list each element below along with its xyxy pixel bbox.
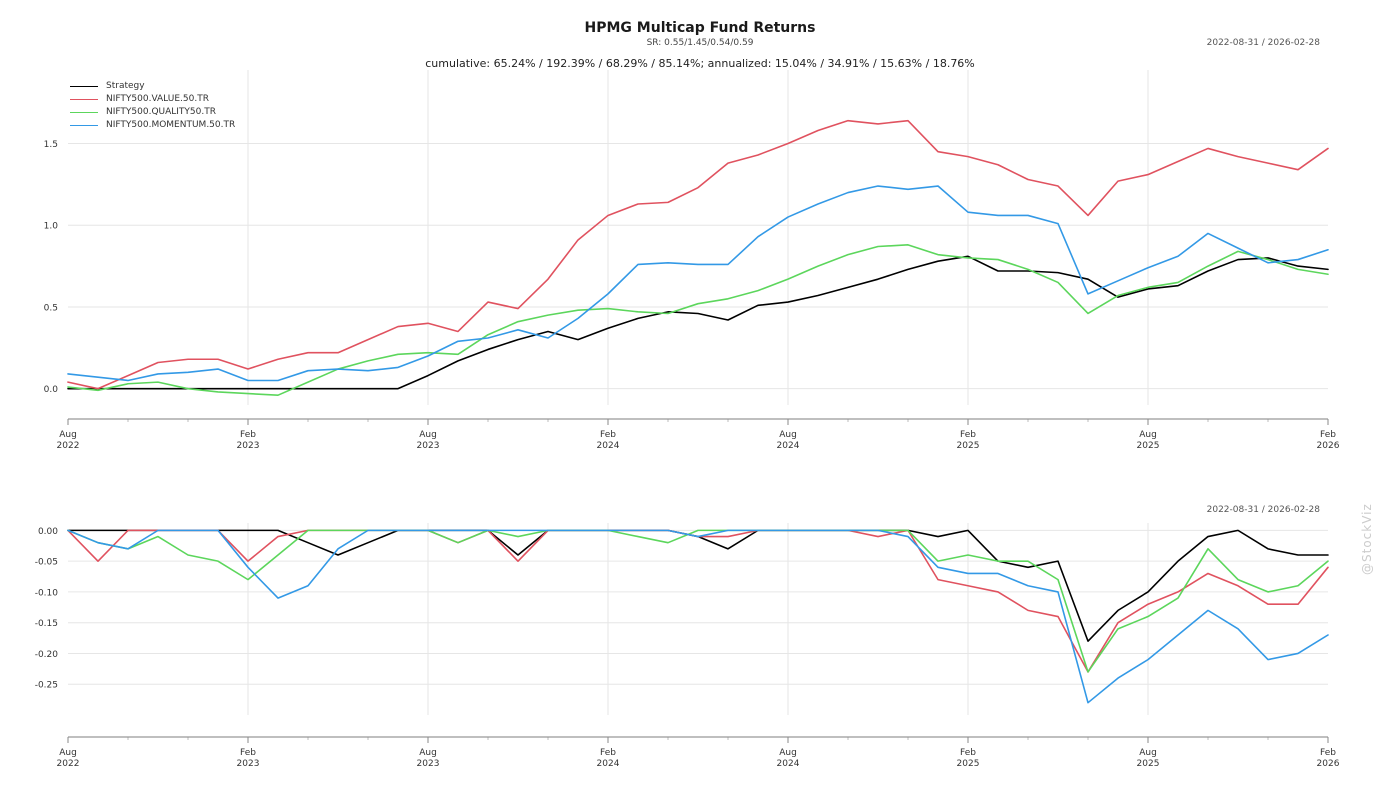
legend-item-label: NIFTY500.VALUE.50.TR — [106, 94, 209, 104]
x-axis-tick-label-year: 2024 — [597, 441, 620, 451]
y-axis-tick-label: -0.25 — [35, 681, 58, 691]
legend-item-label: Strategy — [106, 81, 145, 91]
legend-color-swatch-icon — [70, 125, 98, 126]
legend-item[interactable]: NIFTY500.MOMENTUM.50.TR — [70, 119, 235, 132]
drawdowns-chart: 0.00 -0.05 -0.10 -0.15 -0.20 -0.25 Aug 2022 Feb 2… — [0, 505, 1400, 790]
legend-item[interactable]: NIFTY500.VALUE.50.TR — [70, 93, 235, 106]
cumulative-returns-svg: 0.00.51.01.5Aug2022Feb2023Aug2023Feb2024… — [44, 70, 1340, 451]
series-line-nifty500-value-50-tr — [67, 529, 1329, 673]
legend-color-swatch-icon — [70, 99, 98, 100]
x-axis-tick-label-month: Feb — [240, 748, 256, 758]
x-axis-tick-label-year: 2022 — [57, 441, 80, 451]
series-line-nifty500-momentum-50-tr — [67, 529, 1329, 704]
x-axis-tick-label-month: Aug — [59, 430, 77, 440]
x-axis-tick-label-year: 2025 — [957, 759, 980, 769]
legend-item-label: NIFTY500.QUALITY50.TR — [106, 107, 216, 117]
x-axis-tick-label-year: 2023 — [417, 759, 440, 769]
x-axis-tick-label-year: 2025 — [957, 441, 980, 451]
x-axis-tick-label-month: Feb — [600, 430, 616, 440]
chart-legend: Strategy NIFTY500.VALUE.50.TR NIFTY500.QUA… — [70, 80, 235, 132]
y-axis-tick-label: 0.00 — [38, 527, 58, 537]
series-line-strategy — [67, 255, 1329, 390]
x-axis-tick-label-month: Aug — [779, 430, 797, 440]
date-range-bottom: 2022-08-31 / 2026-02-28 — [1206, 505, 1320, 515]
y-axis-tick-label: -0.05 — [35, 558, 58, 568]
y-axis-tick-label: -0.20 — [35, 650, 59, 660]
y-axis-tick-label: 1.0 — [44, 222, 59, 232]
x-axis-tick-label-year: 2022 — [57, 759, 80, 769]
y-axis-tick-label: -0.10 — [35, 588, 59, 598]
x-axis-tick-label-month: Feb — [1320, 748, 1336, 758]
x-axis-tick-label-year: 2024 — [597, 759, 620, 769]
x-axis-tick-label-month: Feb — [240, 430, 256, 440]
series-line-nifty500-value-50-tr — [67, 119, 1329, 390]
x-axis-tick-label-year: 2025 — [1137, 759, 1160, 769]
x-axis-tick-label-year: 2024 — [777, 759, 800, 769]
y-axis-tick-label: -0.15 — [35, 619, 58, 629]
series-line-nifty500-quality50-tr — [67, 244, 1329, 396]
series-line-nifty500-quality50-tr — [67, 529, 1329, 673]
x-axis-tick-label-year: 2024 — [777, 441, 800, 451]
series-line-strategy — [67, 529, 1329, 642]
x-axis-tick-label-month: Feb — [960, 748, 976, 758]
x-axis-tick-label-year: 2023 — [237, 441, 260, 451]
x-axis-tick-label-year: 2023 — [417, 441, 440, 451]
legend-color-swatch-icon — [70, 112, 98, 113]
legend-item[interactable]: NIFTY500.QUALITY50.TR — [70, 106, 235, 119]
x-axis-tick-label-year: 2023 — [237, 759, 260, 769]
cumulative-returns-chart: 0.0 0.5 1.0 1.5 Aug 2022 Feb 2023 Aug 2023 Feb 2024… — [0, 65, 1400, 465]
x-axis-tick-label-month: Aug — [1139, 748, 1157, 758]
y-axis-tick-label: 0.0 — [44, 385, 59, 395]
x-axis-tick-label-month: Feb — [600, 748, 616, 758]
y-axis-tick-label: 1.5 — [44, 140, 58, 150]
legend-color-swatch-icon — [70, 86, 98, 87]
series-line-nifty500-momentum-50-tr — [67, 185, 1329, 382]
x-axis-tick-label-year: 2026 — [1317, 441, 1340, 451]
x-axis-tick-label-month: Aug — [1139, 430, 1157, 440]
legend-item-label: NIFTY500.MOMENTUM.50.TR — [106, 120, 236, 130]
drawdowns-svg: 0.00-0.05-0.10-0.15-0.20-0.25Aug2022Feb2… — [35, 523, 1340, 769]
legend-item[interactable]: Strategy — [70, 80, 235, 93]
x-axis-tick-label-month: Feb — [960, 430, 976, 440]
x-axis-tick-label-month: Aug — [59, 748, 77, 758]
sharpe-ratio-subtitle: SR: 0.55/1.45/0.54/0.59 — [646, 38, 754, 48]
x-axis-tick-label-month: Feb — [1320, 430, 1336, 440]
x-axis-tick-label-year: 2026 — [1317, 759, 1340, 769]
y-axis-tick-label: 0.5 — [44, 303, 58, 313]
returns-summary: cumulative: 65.24% / 192.39% / 68.29% / … — [425, 57, 975, 70]
x-axis-tick-label-month: Aug — [419, 430, 437, 440]
x-axis-tick-label-month: Aug — [779, 748, 797, 758]
x-axis-tick-label-month: Aug — [419, 748, 437, 758]
x-axis-tick-label-year: 2025 — [1137, 441, 1160, 451]
page-title: HPMG Multicap Fund Returns — [584, 20, 816, 36]
date-range-top: 2022-08-31 / 2026-02-28 — [1206, 38, 1320, 48]
